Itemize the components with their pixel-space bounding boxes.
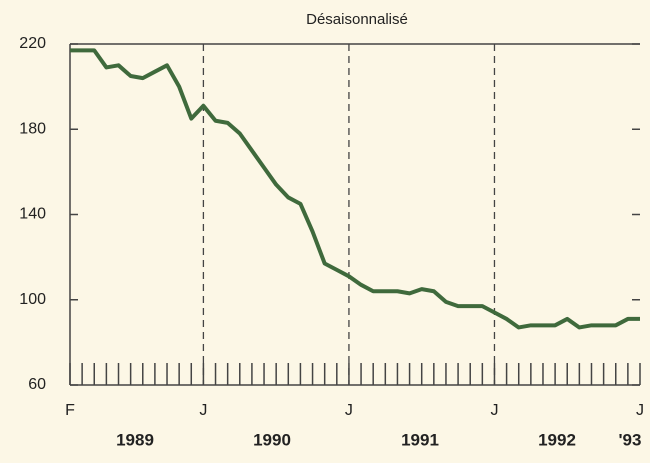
- x-tick-label: J: [636, 402, 644, 419]
- y-tick-label: 180: [19, 120, 46, 137]
- x-tick-label: J: [345, 402, 353, 419]
- x-tick-label: J: [490, 402, 498, 419]
- year-label: 1992: [538, 430, 576, 449]
- year-label: 1989: [116, 430, 154, 449]
- y-tick-label: 220: [19, 35, 46, 52]
- year-label: '93: [619, 430, 642, 449]
- y-tick-label: 100: [19, 291, 46, 308]
- year-label: 1991: [401, 430, 439, 449]
- chart-title: Désaisonnalisé: [306, 11, 408, 28]
- x-tick-label: F: [65, 402, 75, 419]
- y-tick-label: 140: [19, 206, 46, 223]
- y-tick-label: 60: [28, 376, 46, 393]
- x-tick-label: J: [199, 402, 207, 419]
- data-line: [70, 48, 640, 330]
- year-label: 1990: [253, 430, 291, 449]
